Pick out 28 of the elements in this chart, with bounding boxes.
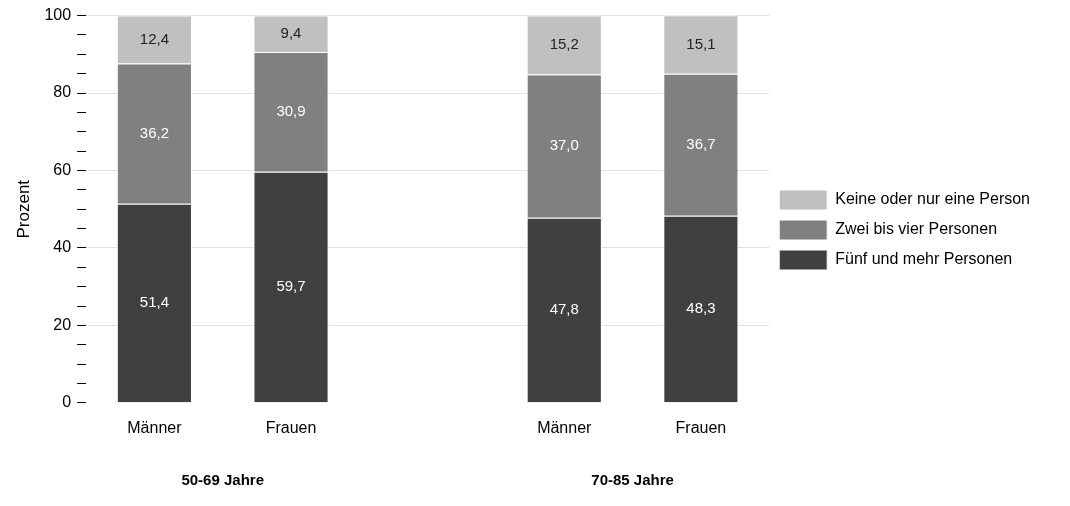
data-label: 30,9	[276, 101, 306, 119]
data-label: 9,4	[280, 23, 302, 41]
y-tick-label: 80	[53, 83, 72, 101]
y-tick-label: 20	[53, 315, 72, 333]
data-label: 15,2	[549, 35, 579, 53]
y-tick-label: 60	[53, 160, 72, 178]
legend-label: Zwei bis vier Personen	[835, 220, 998, 238]
y-tick-label: 100	[44, 6, 72, 24]
data-label: 12,4	[139, 29, 170, 47]
legend-label: Fünf und mehr Personen	[835, 250, 1013, 268]
y-tick-label: 40	[53, 238, 72, 256]
x-tick-label: Männer	[127, 418, 183, 436]
data-label: 48,3	[686, 299, 716, 317]
x-tick-label: Männer	[537, 418, 593, 436]
data-label: 36,2	[139, 123, 170, 141]
data-label: 51,4	[139, 293, 170, 311]
x-tick-label: Frauen	[265, 418, 317, 436]
text: 70-85 Jahre	[591, 470, 674, 488]
y-axis-title: Prozent	[13, 179, 33, 239]
x-tick-label: Frauen	[675, 418, 727, 436]
data-label: 15,1	[686, 34, 716, 52]
y-tick-label: 0	[62, 393, 72, 411]
data-label: 37,0	[549, 136, 579, 154]
legend-label: Keine oder nur eine Person	[835, 190, 1030, 208]
data-label: 47,8	[549, 300, 579, 318]
data-label: 59,7	[276, 277, 306, 295]
data-label: 36,7	[686, 134, 716, 152]
text: 50-69 Jahre	[181, 470, 264, 488]
